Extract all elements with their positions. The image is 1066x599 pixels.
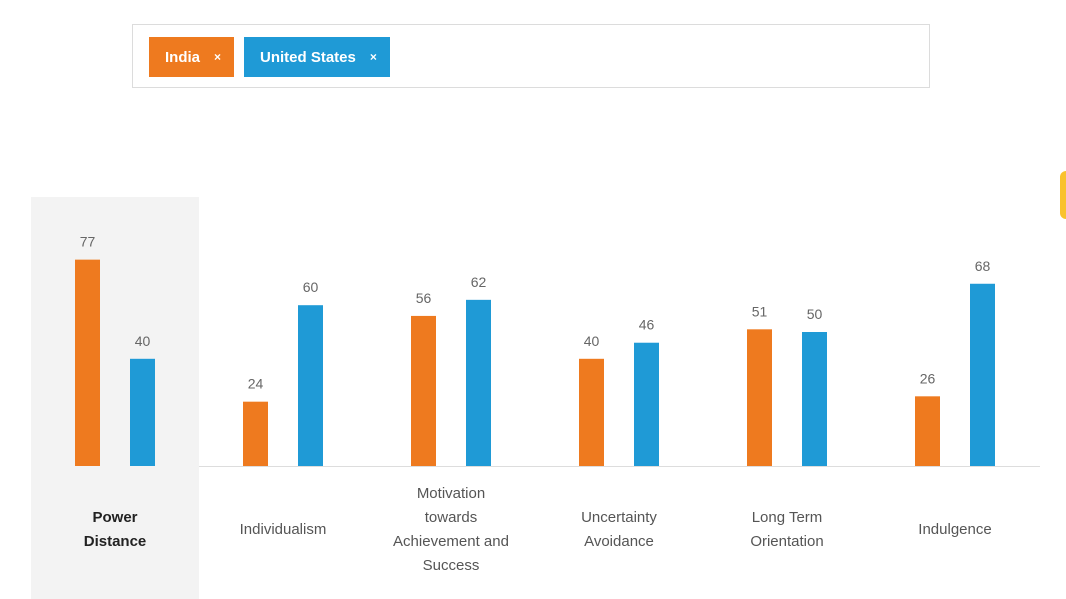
bar-india[interactable] — [411, 315, 436, 466]
bar-india[interactable] — [579, 358, 604, 466]
data-label: 40 — [584, 333, 600, 349]
data-label: 26 — [920, 370, 936, 386]
country-chip-label: India — [165, 48, 201, 66]
selected-category-highlight — [31, 197, 199, 599]
bar-united-states[interactable] — [802, 332, 827, 466]
bar-united-states[interactable] — [970, 283, 995, 466]
category-label[interactable]: Indulgence — [871, 518, 1039, 542]
category-label[interactable]: Motivation towards Achievement and Success — [367, 482, 535, 578]
data-label: 51 — [752, 303, 768, 319]
category-label-line: Motivation — [416, 485, 486, 502]
remove-chip-icon[interactable]: × — [214, 50, 222, 64]
bar-india[interactable] — [915, 396, 940, 466]
category-label[interactable]: Uncertainty Avoidance — [535, 506, 703, 554]
country-chip-united-states[interactable]: United States × — [244, 37, 390, 77]
remove-chip-icon[interactable]: × — [369, 50, 377, 64]
data-label: 56 — [416, 290, 432, 306]
bar-united-states[interactable] — [466, 299, 491, 466]
country-chip-india[interactable]: India × — [149, 37, 234, 77]
bar-india[interactable] — [75, 259, 100, 466]
data-label: 60 — [303, 279, 319, 295]
bar-united-states[interactable] — [130, 358, 155, 466]
category-label-line: Avoidance — [584, 533, 654, 550]
data-label: 40 — [135, 333, 151, 349]
side-feedback-tab[interactable] — [1060, 171, 1066, 219]
category-label-line: Orientation — [750, 533, 824, 550]
category-label[interactable]: Individualism — [199, 518, 367, 542]
bar-india[interactable] — [747, 329, 772, 466]
category-label-line: Success — [422, 557, 480, 574]
category-label[interactable]: Power Distance — [31, 506, 199, 554]
category-label-line: Achievement and — [393, 533, 509, 550]
bar-united-states[interactable] — [298, 305, 323, 466]
category-label-line: Power — [92, 509, 138, 526]
category-label-line: Long Term — [751, 509, 823, 526]
category-label-line: Individualism — [239, 521, 327, 538]
data-label: 50 — [807, 306, 823, 322]
data-label: 46 — [639, 317, 655, 333]
country-chip-label: United States — [260, 48, 356, 66]
data-label: 24 — [248, 376, 264, 392]
category-label[interactable]: Long Term Orientation — [703, 506, 871, 554]
category-label-line: Distance — [83, 533, 147, 550]
data-label: 77 — [80, 234, 96, 250]
category-label-line: Indulgence — [918, 521, 992, 538]
data-label: 62 — [471, 274, 487, 290]
country-filter-bar: India × United States × — [132, 24, 930, 88]
category-label-line: Uncertainty — [581, 509, 657, 526]
bar-united-states[interactable] — [634, 342, 659, 466]
data-label: 68 — [975, 258, 991, 274]
category-label-line: towards — [424, 509, 478, 526]
bar-india[interactable] — [243, 401, 268, 466]
